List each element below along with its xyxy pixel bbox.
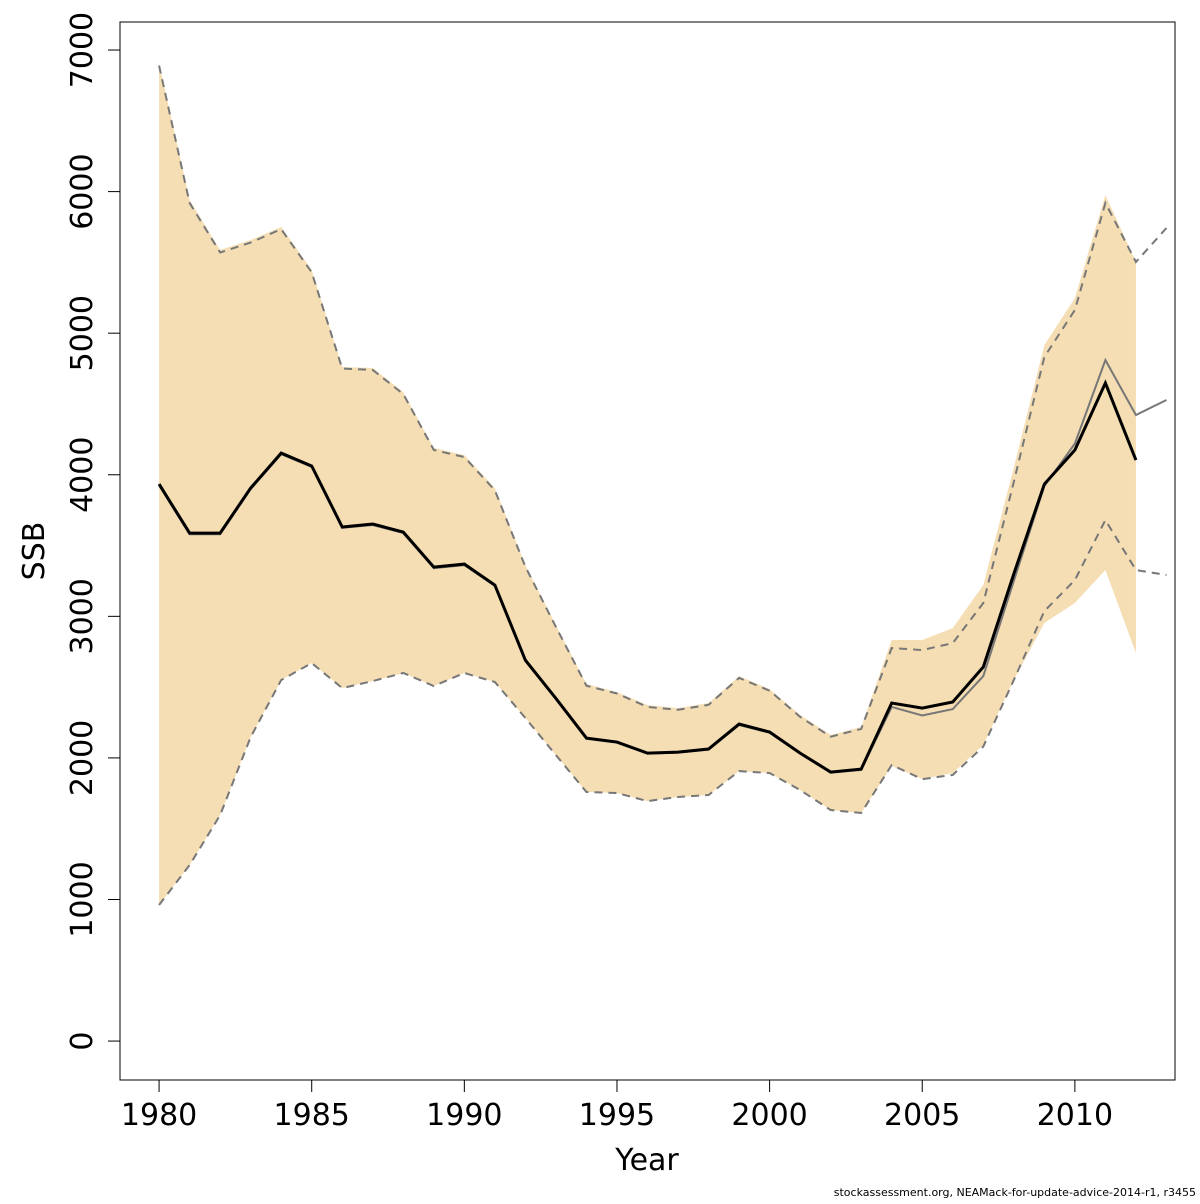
confidence-band <box>159 63 1136 906</box>
footnote: stockassessment.org, NEAMack-for-update-… <box>834 1186 1196 1199</box>
y-tick-label: 6000 <box>65 153 100 229</box>
x-tick-label: 1980 <box>121 1098 197 1133</box>
y-tick-label: 4000 <box>65 437 100 513</box>
x-tick-label: 2005 <box>884 1098 960 1133</box>
y-tick-label: 2000 <box>65 720 100 796</box>
plot-box <box>119 21 1176 1081</box>
x-tick-label: 2000 <box>731 1098 807 1133</box>
y-axis-label: SSB <box>17 522 52 581</box>
x-tick-label: 1990 <box>426 1098 502 1133</box>
y-tick-label: 0 <box>65 1032 100 1051</box>
x-axis-label: Year <box>614 1143 679 1178</box>
y-tick-label: 3000 <box>65 578 100 654</box>
y-tick-label: 7000 <box>65 12 100 88</box>
estimate-line <box>157 379 1138 774</box>
y-tick-label: 1000 <box>65 861 100 937</box>
x-tick-label: 2010 <box>1037 1098 1113 1133</box>
y-tick-label: 5000 <box>65 295 100 371</box>
x-tick-label: 1985 <box>274 1098 350 1133</box>
interval-line <box>158 518 1167 906</box>
x-tick-label: 1995 <box>579 1098 655 1133</box>
interval-line <box>158 65 1168 738</box>
